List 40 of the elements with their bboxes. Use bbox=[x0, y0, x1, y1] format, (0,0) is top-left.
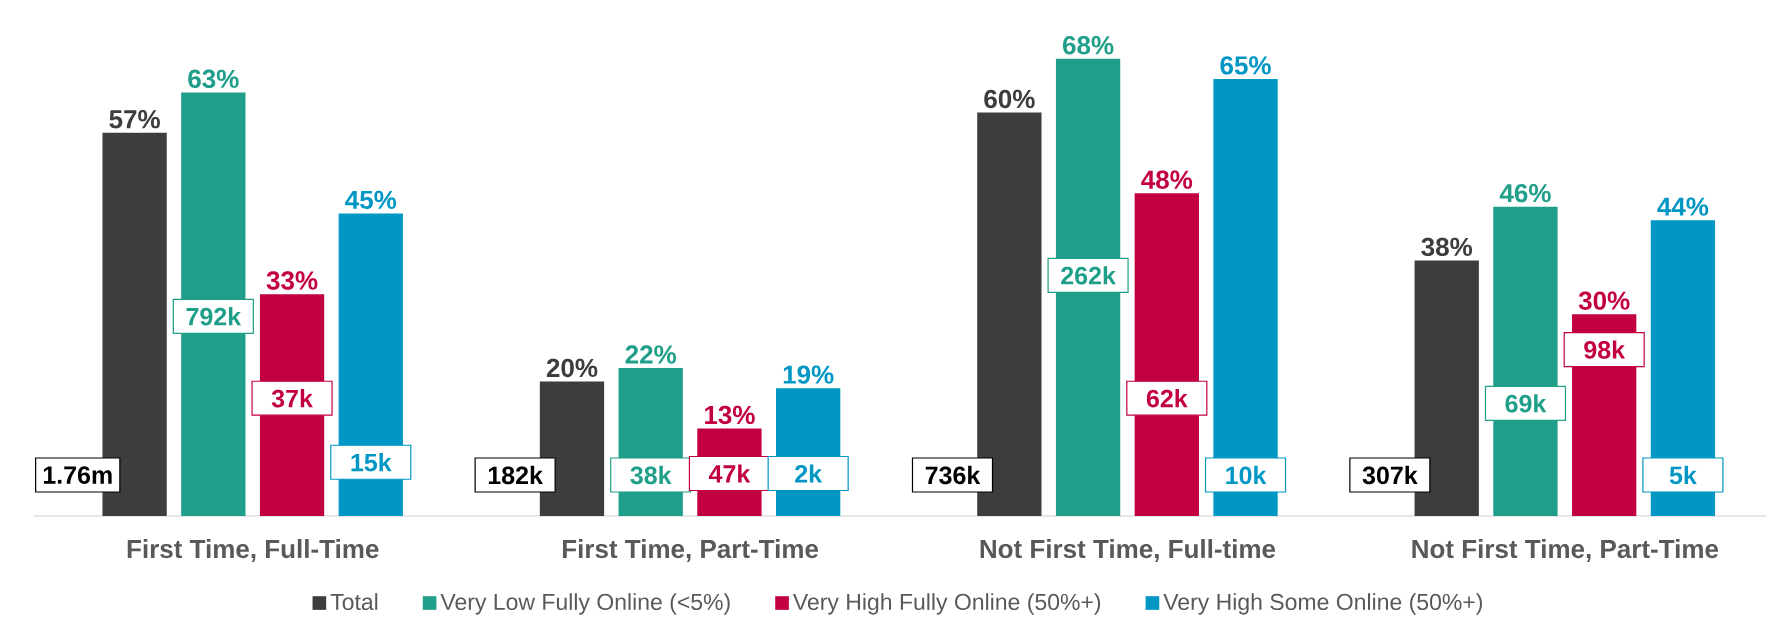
annotation: 5k bbox=[1669, 465, 1697, 485]
data-label: 30% bbox=[1578, 291, 1630, 310]
annotation: 736k bbox=[925, 465, 981, 485]
data-label: 13% bbox=[705, 405, 755, 425]
annotation: 38k bbox=[630, 465, 672, 485]
data-label: 22% bbox=[625, 345, 677, 364]
x-tick-label: Not First Time, Part-Time bbox=[1412, 539, 1719, 562]
legend-label: Very Low Fully Online (<5%) bbox=[440, 593, 730, 615]
x-tick-label: First Time, Full-Time bbox=[127, 539, 379, 562]
annotation: 47k bbox=[708, 464, 751, 483]
annotation: 1.76m bbox=[43, 466, 112, 484]
annotation: 62k bbox=[1146, 389, 1188, 408]
data-label: 38% bbox=[1421, 237, 1473, 257]
annotation: 2k bbox=[795, 464, 823, 483]
annotation: 262k bbox=[1061, 266, 1116, 285]
data-label: 60% bbox=[984, 89, 1035, 109]
data-label: 33% bbox=[266, 271, 318, 290]
data-label: 19% bbox=[783, 365, 834, 384]
data-label: 46% bbox=[1499, 183, 1551, 203]
data-label: 68% bbox=[1063, 36, 1114, 55]
annotation: 98k bbox=[1584, 340, 1626, 359]
data-label: 20% bbox=[546, 358, 598, 378]
legend-label: Very High Some Online (50%+) bbox=[1163, 593, 1483, 615]
data-label: 45% bbox=[345, 190, 397, 210]
annotation: 15k bbox=[351, 453, 392, 472]
data-label: 65% bbox=[1220, 56, 1271, 75]
annotation: 69k bbox=[1505, 394, 1547, 413]
legend-label: Very High Fully Online (50%+) bbox=[792, 593, 1101, 615]
data-label: 48% bbox=[1141, 170, 1193, 189]
legend-label: Total bbox=[330, 593, 378, 611]
annotation: 307k bbox=[1362, 465, 1418, 485]
data-label: 44% bbox=[1657, 197, 1709, 216]
x-tick-label: First Time, Part-Time bbox=[562, 539, 819, 562]
annotation: 10k bbox=[1226, 465, 1267, 485]
data-label: 63% bbox=[188, 69, 239, 89]
annotation: 37k bbox=[271, 389, 313, 408]
data-label: 57% bbox=[109, 110, 160, 129]
annotation: 182k bbox=[488, 465, 543, 485]
annotation: 792k bbox=[186, 307, 242, 326]
x-tick-label: Not First Time, Full-time bbox=[980, 539, 1276, 562]
